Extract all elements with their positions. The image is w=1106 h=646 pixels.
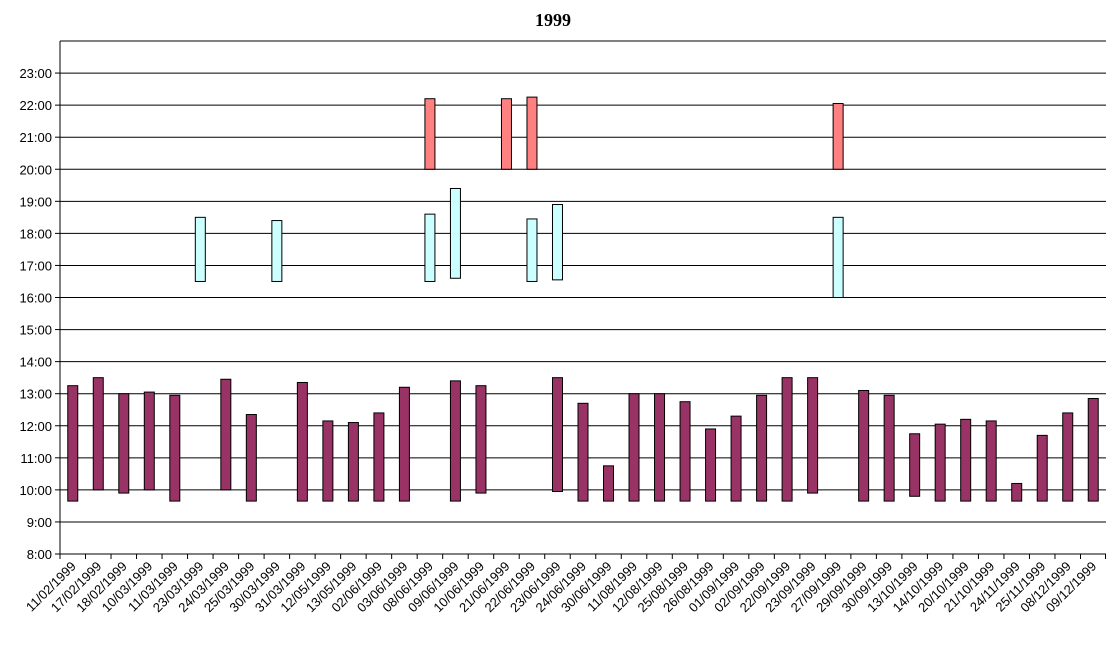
bar-series-1 (909, 433, 921, 497)
bar-series-1 (398, 386, 410, 502)
bar-series-1 (118, 393, 130, 494)
bar-series-1 (1087, 397, 1099, 502)
bar-series-1 (373, 412, 385, 502)
bar-series-1 (756, 394, 768, 502)
bar-series-1 (654, 393, 666, 502)
y-tick-label: 20:00 (19, 162, 52, 177)
bar-series-1 (628, 393, 640, 502)
bar-series-2 (424, 213, 436, 282)
bar-series-2 (449, 187, 461, 279)
y-tick-label: 17:00 (19, 258, 52, 273)
y-tick-label: 19:00 (19, 194, 52, 209)
y-tick-label: 13:00 (19, 387, 52, 402)
bar-series-1 (1036, 434, 1048, 502)
bar-series-3 (500, 98, 512, 170)
y-tick-label: 10:00 (19, 483, 52, 498)
bar-series-1 (449, 380, 461, 502)
bar-series-2 (194, 216, 206, 282)
bar-series-2 (526, 218, 538, 282)
bar-series-1 (577, 402, 589, 502)
bar-series-1 (1011, 482, 1023, 502)
bar-series-1 (1062, 412, 1074, 502)
bar-series-1 (858, 389, 870, 502)
bar-series-3 (526, 96, 538, 170)
bar-series-3 (424, 98, 436, 170)
y-tick-label: 21:00 (19, 130, 52, 145)
bar-series-1 (322, 420, 334, 502)
bar-series-3 (832, 103, 844, 170)
bar-series-1 (603, 465, 615, 502)
bar-series-1 (551, 377, 563, 492)
bars (67, 96, 1099, 502)
bar-series-1 (220, 378, 232, 491)
bar-series-2 (271, 220, 283, 282)
y-tick-label: 11:00 (20, 451, 52, 466)
bar-series-1 (296, 381, 308, 502)
y-tick-label: 22:00 (19, 98, 52, 113)
bar-series-1 (169, 394, 181, 502)
chart-title: 1999 (535, 10, 571, 30)
bar-series-2 (832, 216, 844, 298)
y-tick-label: 23:00 (19, 66, 52, 81)
y-tick-label: 12:00 (19, 419, 52, 434)
bar-series-1 (67, 385, 79, 502)
bar-series-1 (679, 401, 691, 502)
bar-series-1 (92, 377, 104, 491)
bar-series-1 (807, 377, 819, 494)
bar-series-1 (705, 428, 717, 502)
y-axis: 8:00 9:00 10:00 11:00 12:00 13:00 14:00 15:00 16… (19, 41, 61, 562)
bar-series-1 (730, 415, 742, 502)
y-tick-label: 9:00 (27, 515, 52, 530)
y-tick-label: 14:00 (19, 355, 52, 370)
bar-series-1 (245, 414, 257, 502)
x-axis: 11/02/199917/02/199918/02/199910/03/1999… (23, 553, 1106, 615)
y-tick-label: 18:00 (19, 226, 52, 241)
bar-series-1 (883, 394, 895, 502)
bar-series-2 (551, 204, 563, 281)
bar-series-1 (143, 391, 155, 491)
bar-series-1 (347, 422, 359, 502)
y-tick-label: 16:00 (19, 291, 52, 306)
bar-series-1 (934, 423, 946, 502)
y-tick-label: 8:00 (27, 547, 52, 562)
bar-series-1 (475, 385, 487, 494)
bar-series-1 (985, 420, 997, 502)
y-tick-label: 15:00 (19, 323, 52, 338)
bar-series-1 (960, 418, 972, 502)
bar-series-1 (781, 377, 793, 502)
gridlines (60, 40, 1106, 523)
